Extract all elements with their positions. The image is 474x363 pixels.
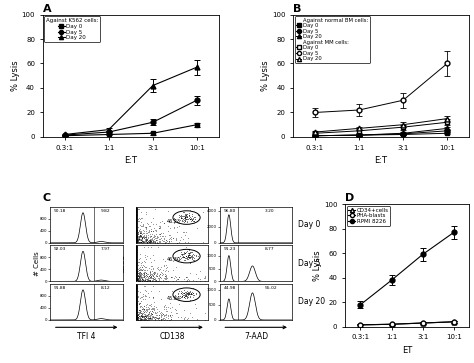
Text: C: C xyxy=(43,193,51,204)
X-axis label: E:T: E:T xyxy=(124,156,137,165)
Text: TFI 4: TFI 4 xyxy=(77,332,96,341)
X-axis label: E:T: E:T xyxy=(374,156,388,165)
Text: # Cells: # Cells xyxy=(34,251,40,276)
Y-axis label: % Lysis: % Lysis xyxy=(313,250,322,281)
Text: 7-AAD: 7-AAD xyxy=(244,332,268,341)
Legend: Against normal BM cells:, Day 0, Day 5, Day 20, Against MM cells:, Day 0, Day 5,: Against normal BM cells:, Day 0, Day 5, … xyxy=(294,16,370,63)
Legend: CD34+cells, PHA-blasts, RPMI 8226: CD34+cells, PHA-blasts, RPMI 8226 xyxy=(346,206,390,226)
Y-axis label: % Lysis: % Lysis xyxy=(11,60,20,91)
Text: CD138: CD138 xyxy=(159,332,185,341)
Legend: Day 0, Day 5, Day 20: Day 0, Day 5, Day 20 xyxy=(45,16,100,42)
Text: # Cells: # Cells xyxy=(204,251,210,276)
Text: Day 5: Day 5 xyxy=(298,259,320,268)
Text: B: B xyxy=(293,4,301,14)
X-axis label: ET: ET xyxy=(402,346,412,355)
Text: Day 0: Day 0 xyxy=(298,220,320,229)
Text: Day 20: Day 20 xyxy=(298,297,325,306)
Text: D: D xyxy=(345,193,354,204)
Text: A: A xyxy=(43,4,51,14)
Y-axis label: % Lysis: % Lysis xyxy=(262,60,271,91)
Text: CD38: CD38 xyxy=(119,254,126,273)
